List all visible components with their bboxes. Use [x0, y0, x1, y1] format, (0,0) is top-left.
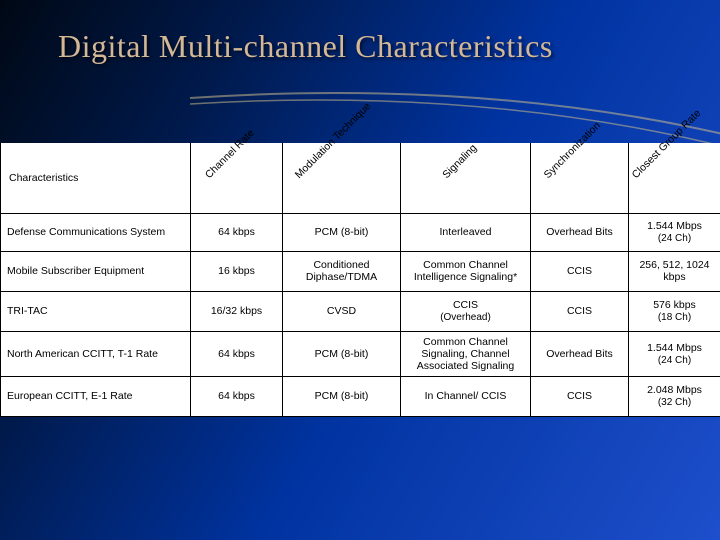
- table-cell: CCIS: [531, 376, 629, 416]
- table-cell: In Channel/ CCIS: [401, 376, 531, 416]
- table-cell: 64 kbps: [191, 376, 283, 416]
- table-body: Defense Communications System64 kbpsPCM …: [1, 213, 720, 416]
- table-cell: 576 kbps(18 Ch): [629, 291, 720, 331]
- row-label: Defense Communications System: [1, 213, 191, 251]
- row-label: TRI-TAC: [1, 291, 191, 331]
- table-row: Mobile Subscriber Equipment16 kbpsCondit…: [1, 251, 720, 291]
- slide-title: Digital Multi-channel Characteristics: [0, 0, 720, 65]
- table-cell: 1.544 Mbps(24 Ch): [629, 331, 720, 376]
- table-cell: 16 kbps: [191, 251, 283, 291]
- table-cell: PCM (8-bit): [283, 213, 401, 251]
- row-label: North American CCITT, T-1 Rate: [1, 331, 191, 376]
- table-cell: Common Channel Intelligence Signaling*: [401, 251, 531, 291]
- table-row: North American CCITT, T-1 Rate64 kbpsPCM…: [1, 331, 720, 376]
- table-row: TRI-TAC16/32 kbpsCVSDCCIS(Overhead)CCIS5…: [1, 291, 720, 331]
- table-cell: 64 kbps: [191, 213, 283, 251]
- table-cell: Overhead Bits: [531, 213, 629, 251]
- table-row: Defense Communications System64 kbpsPCM …: [1, 213, 720, 251]
- col-header-channel-rate: Channel Rate: [191, 143, 283, 213]
- col-header-group-rate: Closest Group Rate: [629, 143, 720, 213]
- table-cell: Common Channel Signaling, Channel Associ…: [401, 331, 531, 376]
- table-cell: Conditioned Diphase/TDMA: [283, 251, 401, 291]
- table-cell: PCM (8-bit): [283, 331, 401, 376]
- table-cell: 64 kbps: [191, 331, 283, 376]
- col-header-signaling: Signaling: [401, 143, 531, 213]
- table-cell: CCIS: [531, 251, 629, 291]
- table-cell: Overhead Bits: [531, 331, 629, 376]
- col-header-modulation: Modulation Technique: [283, 143, 401, 213]
- table-cell: CCIS(Overhead): [401, 291, 531, 331]
- row-label: European CCITT, E-1 Rate: [1, 376, 191, 416]
- row-label: Mobile Subscriber Equipment: [1, 251, 191, 291]
- table-cell: CCIS: [531, 291, 629, 331]
- table-header-row: Characteristics Channel Rate Modulation …: [1, 143, 720, 213]
- table-cell: 256, 512, 1024 kbps: [629, 251, 720, 291]
- col-header-sync: Synchronization: [531, 143, 629, 213]
- table-cell: CVSD: [283, 291, 401, 331]
- table-cell: 2.048 Mbps(32 Ch): [629, 376, 720, 416]
- col-header-characteristics: Characteristics: [1, 143, 191, 213]
- table-cell: Interleaved: [401, 213, 531, 251]
- characteristics-table: Characteristics Channel Rate Modulation …: [0, 143, 720, 417]
- characteristics-table-container: Characteristics Channel Rate Modulation …: [0, 143, 720, 417]
- table-cell: 1.544 Mbps(24 Ch): [629, 213, 720, 251]
- table-cell: 16/32 kbps: [191, 291, 283, 331]
- table-row: European CCITT, E-1 Rate64 kbpsPCM (8-bi…: [1, 376, 720, 416]
- table-cell: PCM (8-bit): [283, 376, 401, 416]
